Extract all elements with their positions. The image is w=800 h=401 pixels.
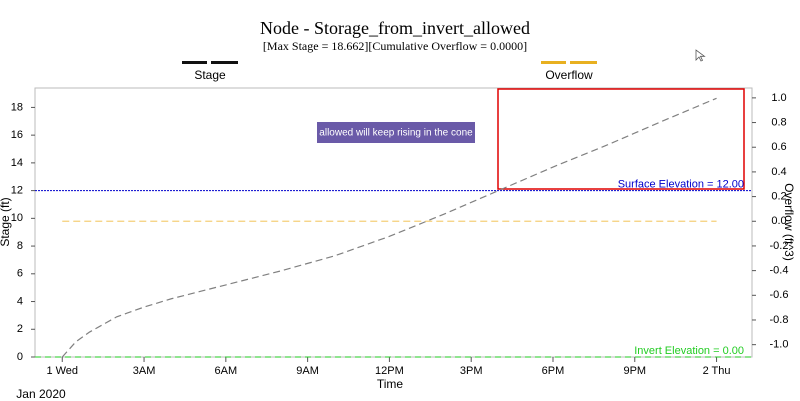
chart-title: Node - Storage_from_invert_allowed: [260, 18, 530, 38]
x-axis-title: Time: [377, 377, 404, 391]
plot-frame: [34, 87, 753, 358]
x-tick-label: 3PM: [460, 365, 483, 377]
y-tick-label: 10: [11, 212, 23, 224]
legend-swatch: [211, 61, 238, 64]
y-tick-label: 0: [17, 351, 23, 363]
y2-axis-title: Overflow (ft^3): [782, 183, 796, 261]
y-tick-label: 8: [17, 240, 23, 252]
y-tick-label: 2: [17, 323, 23, 335]
y-tick-label: 12: [11, 185, 23, 197]
cursor: [695, 49, 706, 62]
y-tick-label: 6: [17, 268, 23, 280]
legend-label: Stage: [194, 68, 226, 82]
chart-subtitle: [Max Stage = 18.662][Cumulative Overflow…: [263, 39, 527, 53]
y2-tick-label: -0.6: [770, 289, 789, 301]
x-tick-label: 1 Wed: [46, 365, 78, 377]
x-tick-label: 12PM: [375, 365, 404, 377]
x-sublabel: Jan 2020: [16, 387, 66, 401]
y-axis-title: Stage (ft): [0, 197, 12, 246]
x-tick-label: 9AM: [296, 365, 319, 377]
legend-swatch: [182, 61, 207, 64]
y2-tick-label: 0.8: [771, 116, 786, 128]
y2-tick-label: 1.0: [771, 92, 786, 104]
legend-swatch: [570, 61, 597, 64]
x-tick-label: 3AM: [133, 365, 156, 377]
y-tick-label: 4: [17, 295, 23, 307]
legend-label: Overflow: [545, 68, 593, 82]
y-tick-label: 18: [11, 101, 23, 113]
annotation-box: [317, 122, 475, 143]
y2-tick-label: -0.8: [770, 314, 789, 326]
legend-swatch: [541, 61, 566, 64]
reference-label: Surface Elevation = 12.00: [618, 179, 744, 191]
x-tick-label: 2 Thu: [703, 365, 731, 377]
highlight-box: [497, 88, 745, 190]
y2-tick-label: 0.4: [771, 166, 786, 178]
y2-tick-label: -0.2: [770, 240, 789, 252]
series-line: [61, 97, 717, 358]
y2-tick-label: 0.6: [771, 141, 786, 153]
y2-tick-label: -0.4: [770, 265, 789, 277]
y2-tick-label: 0.2: [771, 190, 786, 202]
y2-tick-label: -1.0: [770, 339, 789, 351]
reference-label: Invert Elevation = 0.00: [634, 345, 744, 357]
x-tick-label: 6PM: [542, 365, 565, 377]
y-tick-label: 14: [11, 157, 23, 169]
x-tick-label: 9PM: [623, 365, 646, 377]
annotation: allowed will keep rising in the cone: [319, 128, 473, 139]
y-tick-label: 16: [11, 129, 23, 141]
y2-tick-label: 0.0: [771, 215, 786, 227]
x-tick-label: 6AM: [215, 365, 238, 377]
